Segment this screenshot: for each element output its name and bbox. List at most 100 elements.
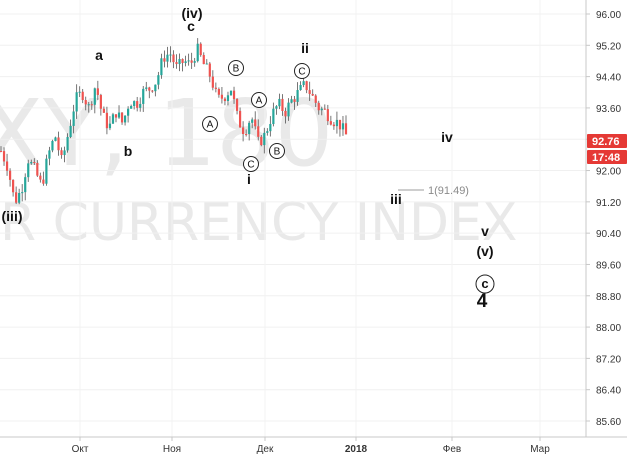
- candle-body: [314, 95, 317, 103]
- x-tick-label: Окт: [72, 444, 89, 455]
- wave-label: b: [124, 143, 133, 159]
- time-badge-value: 17:48: [592, 152, 620, 164]
- candle-body: [145, 87, 148, 89]
- candle-body: [269, 124, 272, 132]
- y-tick-label: 93.60: [596, 104, 621, 115]
- price-badge: 92.76: [587, 134, 627, 148]
- x-axis-ticks: Окт Ноя Дек 2018 Фев Мар: [72, 437, 550, 455]
- x-tick-label: Ноя: [163, 444, 181, 455]
- candle-body: [181, 58, 184, 64]
- candle-body: [142, 88, 145, 104]
- circled-wave-label: c: [481, 276, 488, 291]
- candle-body: [33, 162, 36, 164]
- circled-wave-label: B: [274, 147, 281, 158]
- candle-body: [329, 121, 332, 125]
- wave-label: 4: [477, 291, 488, 312]
- wave-label: c: [187, 18, 195, 34]
- candle-body: [278, 98, 281, 107]
- candle-body: [72, 111, 75, 126]
- candle-body: [148, 87, 151, 91]
- wave-label: iv: [441, 129, 453, 145]
- wave-label: a: [95, 47, 103, 63]
- circled-wave-label: B: [233, 64, 240, 75]
- candle-body: [0, 150, 3, 152]
- candle-body: [223, 98, 227, 102]
- candle-body: [99, 94, 102, 109]
- candle-body: [42, 179, 45, 184]
- candle-body: [172, 54, 175, 63]
- candle-body: [214, 87, 217, 89]
- candle-body: [266, 131, 269, 133]
- candle-body: [81, 91, 84, 101]
- candle-body: [120, 112, 124, 123]
- wave-circle: [202, 116, 218, 132]
- candle-body: [87, 104, 90, 106]
- circled-wave-labels: B A A C C Bc: [202, 60, 495, 294]
- y-tick-label: 89.60: [596, 260, 621, 271]
- candle-body: [251, 119, 254, 123]
- candle-body: [263, 132, 266, 146]
- candle-body: [163, 58, 166, 62]
- candle-body: [117, 112, 121, 118]
- candle-body: [66, 137, 69, 151]
- candle-body: [196, 43, 199, 62]
- candle-body: [299, 85, 302, 91]
- wave-label: (v): [476, 243, 493, 259]
- candle-body: [63, 150, 66, 156]
- wave-label: (iv): [182, 5, 203, 21]
- y-tick-label: 91.20: [596, 198, 621, 209]
- candle-body: [102, 108, 105, 113]
- watermark-subtitle: R CURRENCY INDEX: [0, 193, 518, 253]
- candle-body: [193, 61, 196, 63]
- candle-body: [105, 112, 109, 129]
- candle-body: [344, 123, 348, 135]
- candle-body: [18, 192, 21, 203]
- circled-wave-label: A: [207, 120, 214, 131]
- candle-body: [235, 99, 239, 111]
- candle-body: [127, 108, 130, 116]
- y-tick-label: 92.00: [596, 167, 621, 178]
- candle-body: [305, 81, 308, 91]
- candle-body: [284, 110, 287, 117]
- candle-body: [184, 61, 187, 64]
- grid-lines: [0, 0, 586, 437]
- candle-body: [78, 91, 81, 93]
- candle-body: [232, 90, 236, 100]
- candle-body: [341, 123, 345, 130]
- candle-body: [45, 158, 48, 184]
- candle-body: [202, 55, 205, 65]
- candlestick-series: [0, 38, 348, 205]
- time-badge: 17:48: [587, 150, 627, 164]
- candle-body: [281, 98, 284, 111]
- wave-label: iii: [390, 191, 402, 207]
- candle-body: [27, 163, 30, 178]
- candle-body: [287, 102, 290, 117]
- wave-circle: [251, 92, 267, 108]
- candle-body: [24, 177, 27, 193]
- candle-body: [139, 103, 142, 108]
- candle-body: [260, 136, 263, 146]
- candle-body: [326, 109, 329, 122]
- candle-body: [96, 88, 99, 95]
- y-tick-label: 88.00: [596, 323, 621, 334]
- candle-body: [69, 125, 72, 138]
- wave-circle: [228, 60, 244, 76]
- candle-body: [157, 75, 160, 85]
- candle-body: [302, 81, 305, 86]
- y-tick-label: 95.20: [596, 41, 621, 52]
- x-tick-label: Дек: [257, 444, 274, 455]
- candle-body: [208, 63, 211, 77]
- candle-body: [130, 105, 133, 109]
- candle-body: [136, 101, 139, 108]
- wave-label: i: [247, 171, 251, 187]
- candle-body: [30, 162, 33, 164]
- circled-wave-label: C: [247, 160, 254, 171]
- candle-body: [275, 106, 278, 109]
- candle-body: [175, 62, 178, 65]
- y-tick-label: 94.40: [596, 73, 621, 84]
- candle-body: [187, 60, 190, 62]
- candle-body: [272, 108, 275, 125]
- candle-body: [320, 108, 323, 111]
- candle-body: [8, 170, 12, 180]
